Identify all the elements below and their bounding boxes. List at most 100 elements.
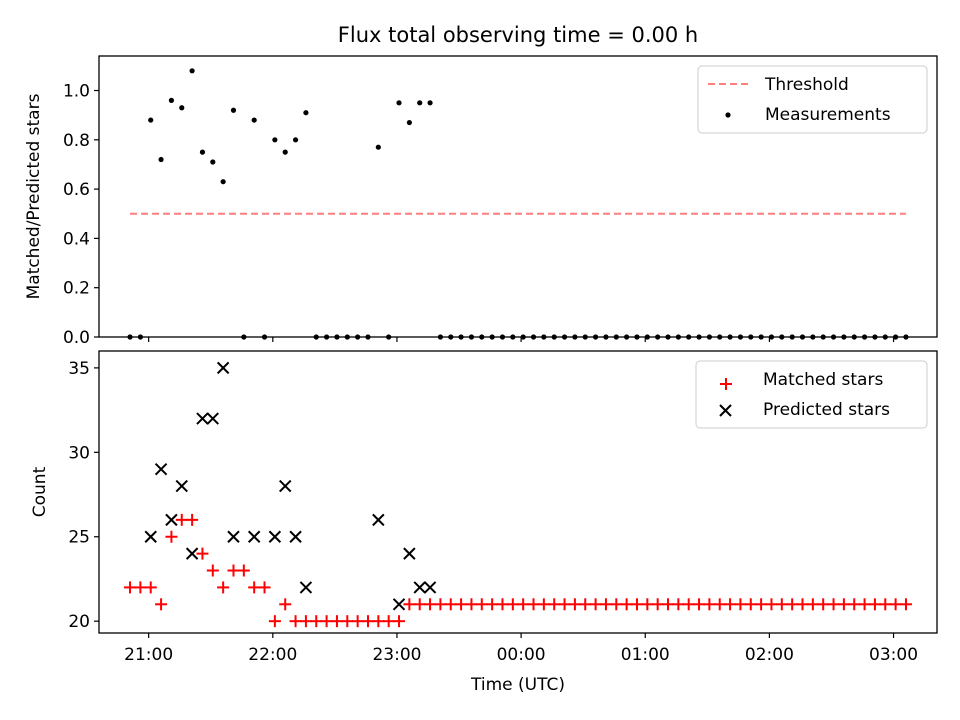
top-legend: Threshold Measurements (697, 65, 928, 134)
matched-star-point (517, 598, 530, 611)
matched-star-point (206, 564, 219, 577)
predicted-star-point (392, 598, 406, 611)
matched-star-point (155, 598, 168, 611)
matched-star-point (134, 581, 147, 594)
matched-star-point (548, 598, 561, 611)
legend-measurements-swatch (725, 112, 731, 118)
matched-star-point (310, 615, 323, 628)
predicted-star-point (165, 513, 178, 527)
matched-star-point (424, 598, 437, 611)
matched-star-point (558, 598, 571, 611)
predicted-star-point (196, 412, 209, 425)
x-tick-label: 02:00 (745, 645, 794, 665)
bottom-y-tick-label: 35 (68, 359, 90, 379)
matched-star-point (579, 598, 592, 611)
matched-star-point (434, 598, 447, 611)
measurement-point (251, 117, 257, 123)
measurement-point (148, 117, 154, 123)
matched-star-point (413, 598, 426, 611)
matched-star-point (237, 564, 250, 577)
predicted-star-point (268, 530, 282, 543)
bottom-y-tick-label: 25 (68, 528, 90, 548)
matched-star-point (486, 598, 499, 611)
measurement-point (375, 144, 381, 150)
legend-predicted-label: Predicted stars (763, 400, 890, 420)
measurement-point (303, 110, 309, 116)
matched-star-point (320, 615, 333, 628)
top-y-tick-label: 0.0 (63, 328, 90, 348)
x-tick-label: 01:00 (621, 645, 670, 665)
matched-star-point (796, 598, 809, 611)
legend-predicted-swatch (719, 404, 732, 417)
predicted-star-point (154, 462, 168, 476)
matched-star-point (330, 615, 343, 628)
measurement-point (230, 107, 237, 113)
matched-star-point (217, 581, 230, 594)
predicted-star-point (279, 479, 292, 493)
measurement-point (396, 100, 402, 106)
legend-matched-swatch (720, 378, 732, 390)
matched-star-point (651, 598, 664, 611)
matched-star-point (186, 513, 199, 526)
bottom-axes-frame (98, 350, 938, 634)
matched-star-point (289, 615, 302, 628)
matched-star-point (899, 598, 912, 611)
matched-star-point (372, 615, 385, 628)
x-tick-label: 22:00 (248, 645, 297, 665)
matched-star-point (693, 598, 706, 611)
predicted-star-point (423, 581, 437, 594)
matched-star-point (361, 615, 374, 628)
predicted-star-point (299, 581, 313, 594)
matched-star-point (144, 581, 157, 594)
measurement-point (282, 149, 288, 155)
matched-star-point (227, 564, 240, 577)
matched-star-point (599, 598, 612, 611)
measurement-point (406, 119, 412, 126)
matched-star-point (724, 598, 737, 611)
matched-star-point (124, 581, 137, 594)
x-tick-label: 03:00 (869, 645, 918, 665)
predicted-star-point (144, 530, 157, 543)
matched-star-point (444, 598, 457, 611)
matched-star-point (786, 598, 799, 611)
matched-star-point (713, 598, 726, 611)
matched-star-point (775, 598, 788, 611)
matched-star-point (268, 615, 281, 628)
measurement-point (168, 97, 175, 103)
top-y-tick-label: 1.0 (63, 82, 90, 102)
bottom-legend: Matched stars Predicted stars (695, 360, 928, 429)
matched-star-point (889, 598, 902, 611)
matched-star-point (382, 615, 395, 628)
matched-star-point (537, 598, 550, 611)
matched-star-point (641, 598, 654, 611)
top-y-tick-label: 0.4 (63, 229, 90, 249)
measurement-point (417, 100, 423, 106)
predicted-star-point (206, 412, 220, 425)
matched-star-point (589, 598, 602, 611)
matched-star-point (827, 598, 840, 611)
matched-star-point (568, 598, 581, 611)
predicted-star-point (372, 513, 385, 527)
matched-star-point (703, 598, 716, 611)
matched-star-point (496, 598, 509, 611)
matched-star-point (175, 513, 188, 526)
measurement-point (292, 137, 299, 143)
measurement-point (179, 105, 185, 111)
matched-star-point (837, 598, 850, 611)
matched-star-point (858, 598, 871, 611)
matched-star-point (475, 598, 488, 611)
top-axes-frame (98, 55, 938, 338)
matched-star-point (506, 598, 519, 611)
matched-star-point (299, 615, 312, 628)
measurement-point (427, 100, 433, 106)
matched-star-point (403, 598, 416, 611)
predicted-star-point (413, 581, 426, 594)
bottom-legend-box (695, 360, 928, 429)
matched-star-point (248, 581, 261, 594)
matched-star-point (341, 615, 354, 628)
matched-star-point (755, 598, 768, 611)
matched-star-point (879, 598, 892, 611)
top-legend-box (697, 65, 928, 134)
matched-star-point (672, 598, 685, 611)
predicted-star-point (289, 530, 302, 543)
